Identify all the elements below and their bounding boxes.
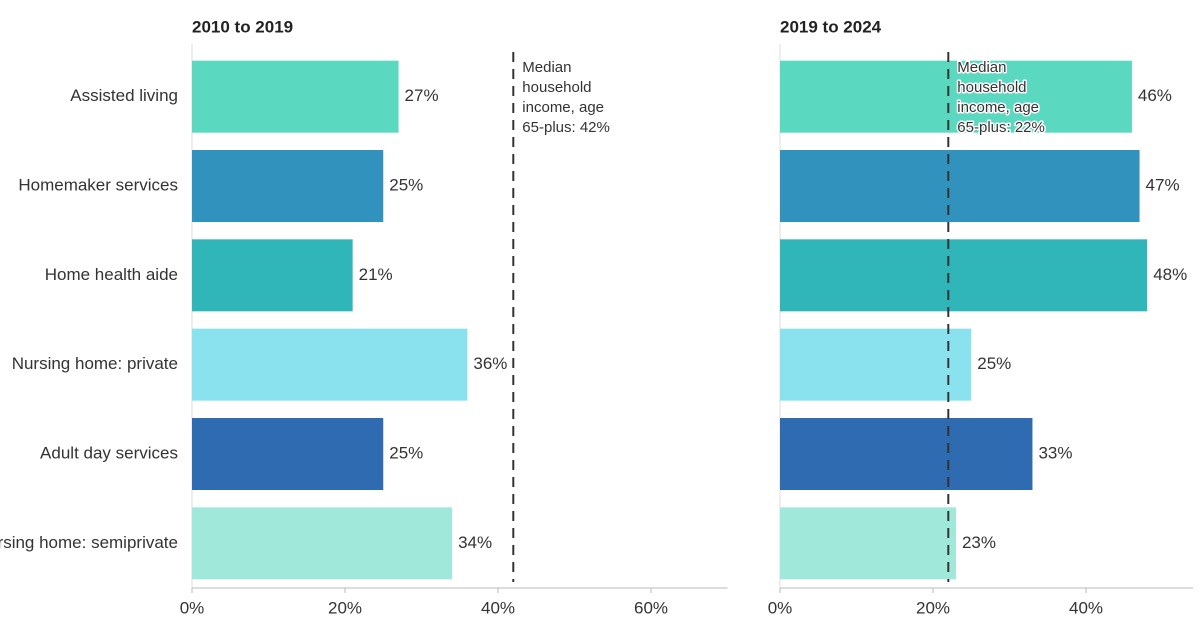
bar <box>192 507 453 580</box>
category-label: Adult day services <box>40 443 178 462</box>
category-label: Nursing home: private <box>12 354 178 373</box>
bar <box>192 60 399 133</box>
x-tick-label: 20% <box>328 598 362 617</box>
annotation: income, age <box>522 99 604 116</box>
bar <box>192 150 384 222</box>
value-label: 23% <box>962 533 996 552</box>
category-label: Assisted living <box>70 86 178 105</box>
annotation: 65-plus: 22% <box>957 119 1045 136</box>
x-tick-label: 20% <box>916 598 950 617</box>
annotation: Median <box>522 59 571 76</box>
x-tick-label: 0% <box>768 598 793 617</box>
bar <box>780 239 1148 312</box>
bar <box>192 239 353 312</box>
x-tick-label: 40% <box>1069 598 1103 617</box>
value-label: 36% <box>473 354 507 373</box>
x-tick-label: 0% <box>180 598 205 617</box>
value-label: 27% <box>405 86 439 105</box>
value-label: 33% <box>1038 443 1072 462</box>
panel-title: 2019 to 2024 <box>780 17 882 36</box>
value-label: 47% <box>1146 175 1180 194</box>
annotation: household <box>957 79 1026 96</box>
bar <box>192 418 384 490</box>
value-label: 21% <box>359 265 393 284</box>
bar <box>780 60 1132 133</box>
annotation: Median <box>957 59 1006 76</box>
annotation: 65-plus: 42% <box>522 119 610 136</box>
category-label: Nursing home: semiprivate <box>0 533 178 552</box>
annotation: household <box>522 79 591 96</box>
bar <box>780 507 956 580</box>
panel-title: 2010 to 2019 <box>192 17 293 36</box>
value-label: 48% <box>1153 265 1187 284</box>
value-label: 25% <box>389 175 423 194</box>
category-label: Home health aide <box>45 265 178 284</box>
bar <box>192 328 468 401</box>
value-label: 25% <box>389 443 423 462</box>
value-label: 34% <box>458 533 492 552</box>
x-tick-label: 60% <box>634 598 668 617</box>
bar <box>780 418 1033 490</box>
x-tick-label: 40% <box>481 598 515 617</box>
bar <box>780 150 1140 222</box>
category-label: Homemaker services <box>18 175 178 194</box>
bar <box>780 328 972 401</box>
annotation: income, age <box>957 99 1039 116</box>
value-label: 46% <box>1138 86 1172 105</box>
value-label: 25% <box>977 354 1011 373</box>
